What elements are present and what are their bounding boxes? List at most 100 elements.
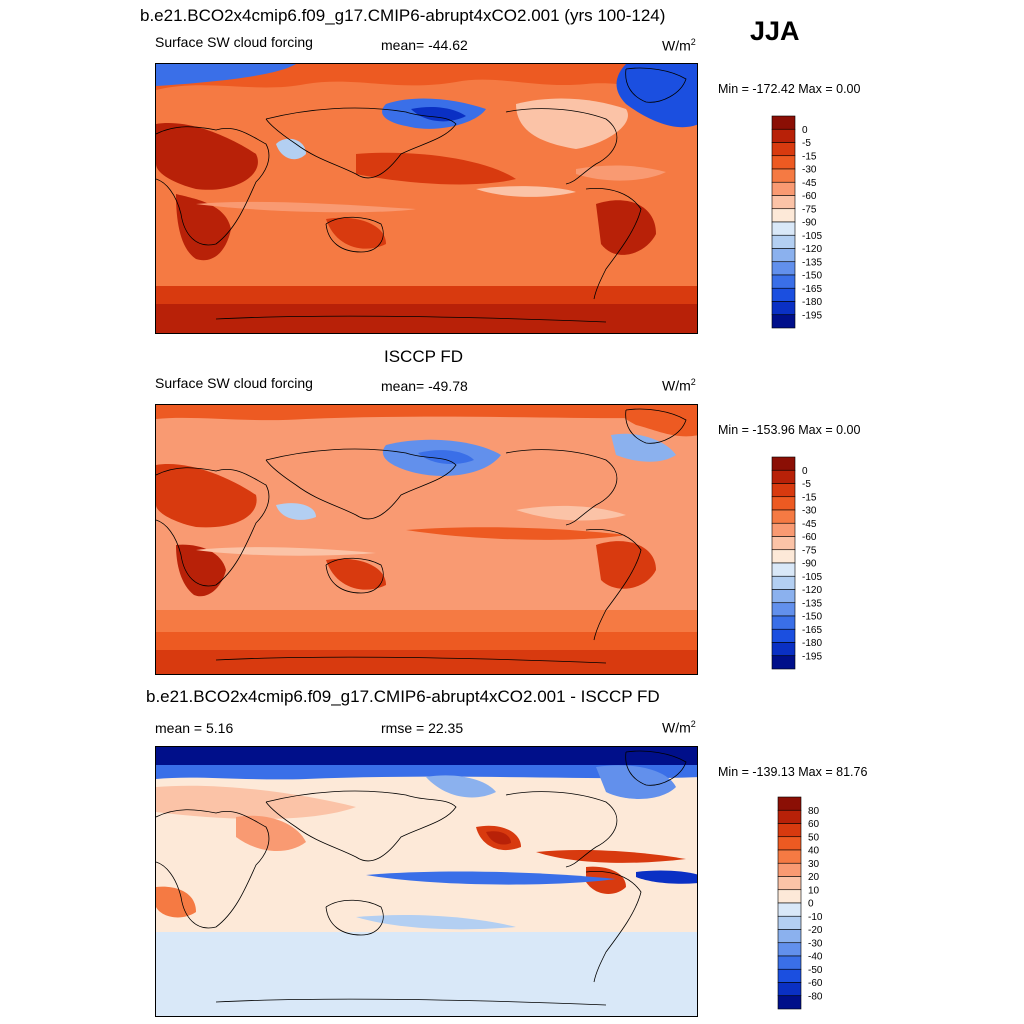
panel3-minmax: Min = -139.13 Max = 81.76 <box>718 765 868 779</box>
colorbar-swatch <box>771 589 796 604</box>
map-isccp <box>155 404 698 675</box>
colorbar-label: 20 <box>808 872 820 883</box>
colorbar-swatch <box>771 642 796 657</box>
colorbar-swatch <box>771 221 796 236</box>
colorbar-swatch <box>771 208 796 223</box>
panel2-variable-label: Surface SW cloud forcing <box>155 375 313 391</box>
colorbar-label: -150 <box>802 612 822 623</box>
colorbar-swatch <box>771 536 796 551</box>
colorbar-isccp: 0 -5 -15 -30 -45 -60 -75 -90 -105 -120 -135 -150 -16… <box>771 456 822 670</box>
colorbar-swatch <box>777 902 802 917</box>
colorbar-label: 80 <box>808 806 820 817</box>
colorbar-label: -45 <box>802 519 817 530</box>
colorbar-label: -195 <box>802 651 822 662</box>
colorbar-swatch <box>777 982 802 997</box>
colorbar-swatch <box>777 929 802 944</box>
colorbar-swatch <box>771 628 796 643</box>
colorbar-label: -165 <box>802 625 822 636</box>
panel2-units: W/m2 <box>662 377 696 394</box>
colorbar-difference: 80 60 50 40 30 20 10 0 -10 -20 -30 -40 -50 -60 -80 <box>777 796 823 1010</box>
colorbar-label: -165 <box>802 284 822 295</box>
colorbar-model: 0 -5 -15 -30 -45 -60 -75 -90 -105 -120 -135 -150 -16… <box>771 115 822 329</box>
colorbar-label: -105 <box>802 231 822 242</box>
colorbar-swatch <box>771 456 796 471</box>
colorbar-label: -75 <box>802 545 817 556</box>
colorbar-swatch <box>771 655 796 670</box>
colorbar-swatch <box>771 168 796 183</box>
colorbar-label: 60 <box>808 819 820 830</box>
obs-title: ISCCP FD <box>384 347 464 366</box>
colorbar-swatch <box>771 142 796 157</box>
colorbar-label: -105 <box>802 572 822 583</box>
colorbar-swatch <box>771 115 796 130</box>
colorbar-label: -90 <box>802 218 817 229</box>
colorbar-label: 0 <box>808 899 814 910</box>
colorbar-swatch <box>771 301 796 316</box>
colorbar-swatch <box>777 796 802 811</box>
colorbar-swatch <box>777 862 802 877</box>
map-difference <box>155 746 698 1017</box>
panel2-mean-label: mean= -49.78 <box>381 378 468 394</box>
colorbar-swatch <box>771 522 796 537</box>
case-title: b.e21.BCO2x4cmip6.f09_g17.CMIP6-abrupt4x… <box>140 6 666 25</box>
colorbar-label: -60 <box>802 532 817 543</box>
panel3-units: W/m2 <box>662 719 696 736</box>
colorbar-label: -15 <box>802 492 817 503</box>
colorbar-label: -180 <box>802 638 822 649</box>
colorbar-swatch <box>771 496 796 511</box>
colorbar-swatch <box>771 483 796 498</box>
colorbar-label: -60 <box>808 978 823 989</box>
season-label: JJA <box>750 16 800 46</box>
colorbar-label: -90 <box>802 559 817 570</box>
colorbar-label: -180 <box>802 297 822 308</box>
colorbar-swatch <box>771 549 796 564</box>
colorbar-swatch <box>771 155 796 170</box>
colorbar-label: -30 <box>808 938 823 949</box>
colorbar-label: -40 <box>808 952 823 963</box>
colorbar-label: -30 <box>802 165 817 176</box>
colorbar-swatch <box>777 836 802 851</box>
colorbar-label: -5 <box>802 138 811 149</box>
colorbar-swatch <box>771 615 796 630</box>
colorbar-label: -75 <box>802 204 817 215</box>
colorbar-swatch <box>771 509 796 524</box>
panel3-mean-label: mean = 5.16 <box>155 720 234 736</box>
colorbar-label: -195 <box>802 310 822 321</box>
colorbar-swatch <box>771 195 796 210</box>
map-model <box>155 63 698 334</box>
colorbar-swatch <box>771 314 796 329</box>
colorbar-swatch <box>771 469 796 484</box>
colorbar-swatch <box>771 181 796 196</box>
colorbar-label: -30 <box>802 506 817 517</box>
colorbar-swatch <box>777 823 802 838</box>
colorbar-label: -135 <box>802 598 822 609</box>
panel3-rmse-label: rmse = 22.35 <box>381 720 464 736</box>
colorbar-swatch <box>777 876 802 891</box>
colorbar-label: -60 <box>802 191 817 202</box>
colorbar-label: 40 <box>808 846 820 857</box>
colorbar-swatch <box>771 562 796 577</box>
colorbar-swatch <box>777 915 802 930</box>
colorbar-label: -15 <box>802 151 817 162</box>
panel1-variable-label: Surface SW cloud forcing <box>155 34 313 50</box>
panel2-minmax: Min = -153.96 Max = 0.00 <box>718 423 861 437</box>
colorbar-swatch <box>777 995 802 1010</box>
colorbar-label: -5 <box>802 479 811 490</box>
colorbar-label: -10 <box>808 912 823 923</box>
colorbar-swatch <box>771 248 796 263</box>
colorbar-swatch <box>771 287 796 302</box>
colorbar-swatch <box>777 955 802 970</box>
colorbar-swatch <box>771 575 796 590</box>
colorbar-label: 0 <box>802 125 808 136</box>
colorbar-label: -45 <box>802 178 817 189</box>
colorbar-label: 0 <box>802 466 808 477</box>
colorbar-label: 10 <box>808 885 820 896</box>
colorbar-label: -80 <box>808 991 823 1002</box>
colorbar-swatch <box>777 968 802 983</box>
colorbar-label: 50 <box>808 832 820 843</box>
colorbar-swatch <box>777 809 802 824</box>
colorbar-label: -120 <box>802 585 822 596</box>
colorbar-swatch <box>777 942 802 957</box>
colorbar-swatch <box>771 602 796 617</box>
colorbar-swatch <box>777 889 802 904</box>
